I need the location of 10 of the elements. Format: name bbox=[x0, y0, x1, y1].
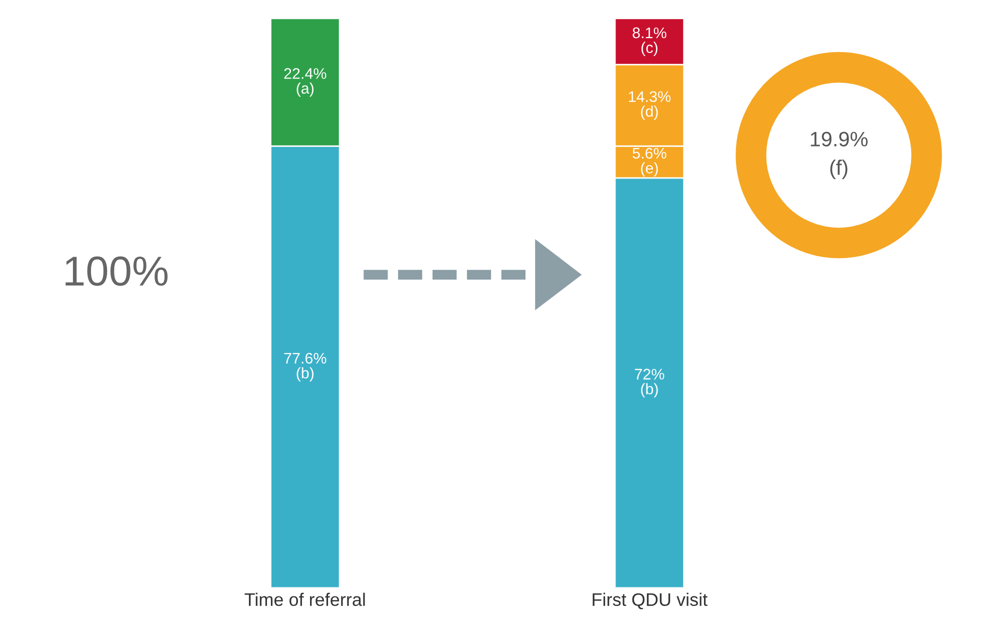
data-label: 14.3% (d) bbox=[628, 91, 671, 120]
data-label: 5.6% (e) bbox=[632, 148, 666, 176]
data-label: 8.1% (c) bbox=[632, 27, 666, 56]
data-label: 72% (b) bbox=[634, 368, 664, 398]
annotation: 100% bbox=[66, 256, 168, 286]
x-tick-label: Time of referral bbox=[244, 592, 365, 606]
annotation: 19.9% (f) bbox=[810, 132, 868, 180]
data-label: 77.6% (b) bbox=[284, 352, 326, 382]
data-label: 22.4% (a) bbox=[284, 68, 326, 97]
x-tick-label: First QDU visit bbox=[592, 592, 708, 610]
